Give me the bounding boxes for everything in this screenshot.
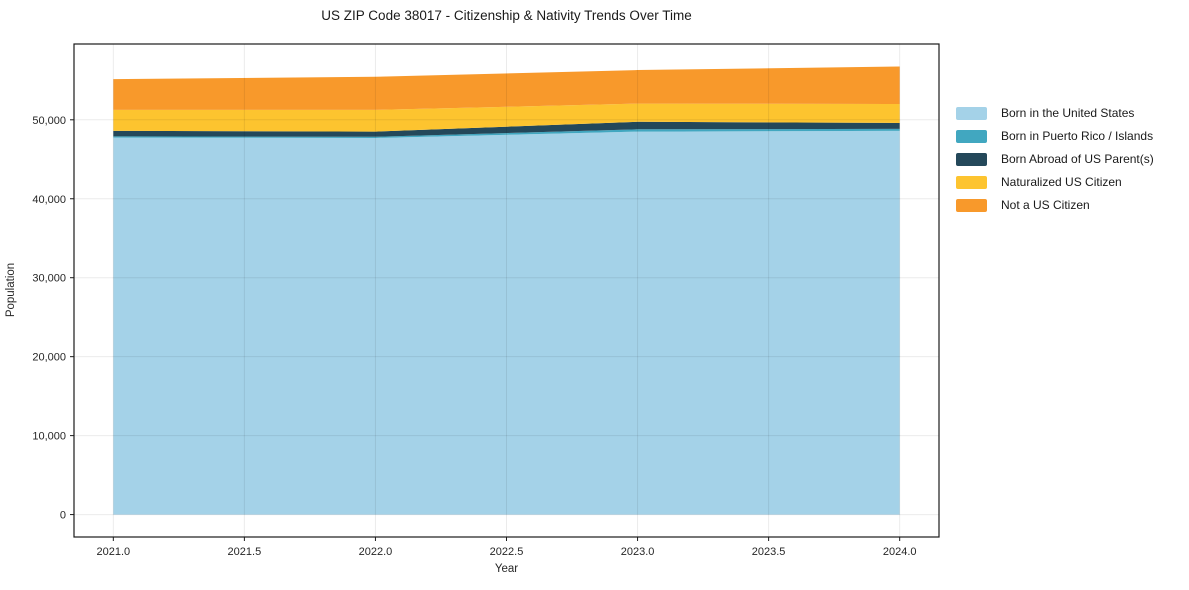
area-born-abroad-of-us-parent-s — [113, 121, 900, 137]
chart-title: US ZIP Code 38017 - Citizenship & Nativi… — [321, 8, 692, 23]
x-tick-label: 2022.5 — [490, 546, 524, 558]
y-tick-label: 10,000 — [32, 431, 66, 443]
legend-label: Naturalized US Citizen — [1001, 175, 1122, 189]
y-tick-label: 0 — [60, 510, 66, 522]
legend-label: Not a US Citizen — [1001, 198, 1090, 212]
x-tick-label: 2022.0 — [359, 546, 393, 558]
legend-swatch — [956, 175, 987, 189]
legend-swatch — [956, 129, 987, 143]
area-born-in-puerto-rico-islands — [113, 128, 900, 138]
area-born-in-the-united-states — [113, 130, 900, 515]
x-tick-label: 2024.0 — [883, 546, 917, 558]
area-naturalized-us-citizen — [113, 103, 900, 132]
legend-label: Born Abroad of US Parent(s) — [1001, 152, 1154, 166]
legend-swatch — [956, 106, 987, 120]
legend-swatch — [956, 152, 987, 166]
x-tick-label: 2023.0 — [621, 546, 655, 558]
y-tick-label: 20,000 — [32, 352, 66, 364]
x-axis-label: Year — [495, 563, 518, 575]
legend-label: Born in Puerto Rico / Islands — [1001, 129, 1154, 143]
legend-swatch — [956, 198, 987, 212]
x-tick-label: 2021.5 — [228, 546, 262, 558]
legend-label: Born in the United States — [1001, 106, 1135, 120]
y-axis-label: Population — [5, 263, 17, 317]
x-tick-label: 2023.5 — [752, 546, 786, 558]
area-not-a-us-citizen — [113, 66, 900, 110]
legend-item-born-in-the-united-states: Born in the United States — [956, 105, 1154, 121]
legend: Born in the United States Born in Puerto … — [956, 105, 1154, 213]
legend-item-not-a-us-citizen: Not a US Citizen — [956, 197, 1154, 213]
legend-item-naturalized-us-citizen: Naturalized US Citizen — [956, 174, 1154, 190]
y-tick-label: 50,000 — [32, 115, 66, 127]
legend-item-born-in-puerto-rico-islands: Born in Puerto Rico / Islands — [956, 128, 1154, 144]
x-tick-label: 2021.0 — [96, 546, 130, 558]
y-tick-label: 40,000 — [32, 194, 66, 206]
y-tick-label: 30,000 — [32, 273, 66, 285]
legend-item-born-abroad-of-us-parent-s: Born Abroad of US Parent(s) — [956, 151, 1154, 167]
